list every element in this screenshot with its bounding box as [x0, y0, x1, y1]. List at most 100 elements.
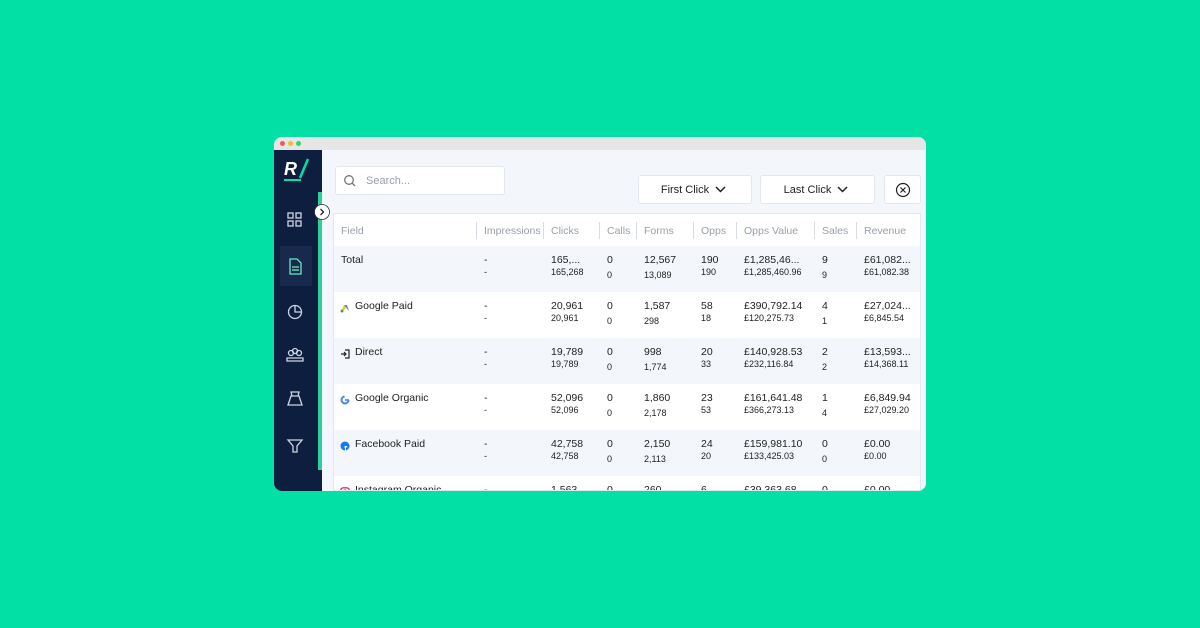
cell-value: 260: [644, 484, 662, 491]
cell-value: -: [484, 254, 488, 266]
cell-subvalue: 20,961: [551, 313, 579, 323]
column-separator: [856, 222, 857, 239]
cell-value: £0.00: [864, 438, 891, 450]
sidebar-toggle[interactable]: [314, 204, 332, 222]
cell-value: 42,758: [551, 438, 584, 450]
cell-subvalue: 4: [822, 408, 828, 418]
table-row: Google Paid - - 20,961 20,961 0 0 1,587 298 58 18 £…: [334, 292, 920, 338]
cell-value: 24: [701, 438, 713, 450]
search-placeholder: Search...: [366, 174, 411, 187]
column-separator: [736, 222, 737, 239]
column-header: Revenue: [864, 225, 907, 237]
cell-subvalue: 0: [607, 270, 613, 280]
max-dot: [296, 141, 301, 146]
cell-subvalue: -: [484, 451, 487, 461]
cell-value: 165,...: [551, 254, 581, 266]
cell-value: 0: [607, 484, 613, 491]
source-icon: [340, 392, 350, 405]
source-icon: [340, 346, 350, 359]
cell-subvalue: 165,268: [551, 267, 584, 277]
cell-value: 1,587: [644, 300, 671, 312]
cell-value: £161,641.48: [744, 392, 803, 404]
cell-subvalue: 2: [822, 362, 828, 372]
cell-subvalue: 33: [701, 359, 712, 369]
nav-icons: [280, 212, 312, 453]
column-header: Field: [341, 225, 364, 237]
column-separator: [599, 222, 600, 239]
table-row: Instagram Organic - 1,563 0 260 6 £39,363.68 0 £…: [334, 476, 920, 491]
clear-button[interactable]: [884, 175, 921, 204]
search-box[interactable]: Search...: [335, 166, 505, 195]
cell-subvalue: £6,845.54: [864, 313, 905, 323]
column-header: Clicks: [551, 225, 579, 237]
filter-label: First Click: [660, 183, 710, 196]
logo: R: [284, 159, 297, 179]
filter-button[interactable]: First Click: [638, 175, 752, 204]
cell-subvalue: 20: [701, 451, 712, 461]
data-table: Field Impressions Clicks Calls Forms Opps Opps…: [333, 213, 921, 491]
cell-value: 0: [607, 254, 613, 266]
cell-subvalue: 53: [701, 405, 712, 415]
column-separator: [636, 222, 637, 239]
cell-subvalue: -: [484, 405, 487, 415]
cell-subvalue: £0.00: [864, 451, 887, 461]
cell-subvalue: 9: [822, 270, 828, 280]
cell-subvalue: -: [484, 359, 487, 369]
column-header: Opps Value: [744, 225, 799, 237]
cell-value: 1: [822, 392, 828, 404]
cell-value: 20,961: [551, 300, 584, 312]
cell-value: 23: [701, 392, 713, 404]
cell-subvalue: 52,096: [551, 405, 579, 415]
cell-subvalue: 0: [822, 454, 828, 464]
cell-value: -: [484, 300, 488, 312]
table-row: Total - - 165,... 165,268 0 0 12,567 13,089 190 19…: [334, 246, 920, 292]
cell-subvalue: 298: [644, 316, 660, 326]
cell-value: £27,024...: [864, 300, 911, 312]
cell-value: 1,860: [644, 392, 671, 404]
cell-subvalue: 0: [607, 362, 613, 372]
source-icon: [340, 300, 350, 313]
column-header: Calls: [607, 225, 631, 237]
cell-subvalue: 1,774: [644, 362, 667, 372]
cell-subvalue: £61,082.38: [864, 267, 910, 277]
cell-value: 12,567: [644, 254, 677, 266]
cell-value: 58: [701, 300, 713, 312]
cell-value: 0: [607, 300, 613, 312]
cell-subvalue: -: [484, 313, 487, 323]
column-header: Opps: [701, 225, 727, 237]
filter-button[interactable]: Last Click: [760, 175, 875, 204]
column-header: Impressions: [484, 225, 541, 237]
min-dot: [288, 141, 293, 146]
cell-value: 0: [822, 438, 828, 450]
cell-value: -: [484, 346, 488, 358]
title-bar: [274, 137, 926, 150]
field-name: Google Organic: [355, 392, 429, 404]
cell-value: 0: [607, 392, 613, 404]
sidebar-icons: R: [280, 158, 322, 470]
cell-value: 998: [644, 346, 662, 358]
cell-subvalue: 2,113: [644, 454, 666, 464]
column-separator: [814, 222, 815, 239]
cell-subvalue: 2,178: [644, 408, 667, 418]
cell-value: £39,363.68: [744, 484, 797, 491]
cell-subvalue: -: [484, 267, 487, 277]
column-separator: [476, 222, 477, 239]
cell-subvalue: £27,029.20: [864, 405, 910, 415]
field-name: Instagram Organic: [355, 484, 442, 491]
cell-value: £61,082...: [864, 254, 911, 266]
cell-value: 190: [701, 254, 719, 266]
column-header: Forms: [644, 225, 674, 237]
field-name: Total: [341, 254, 364, 266]
cell-value: -: [484, 438, 488, 450]
column-separator: [543, 222, 544, 239]
cell-value: 52,096: [551, 392, 584, 404]
cell-value: £1,285,46...: [744, 254, 800, 266]
cell-value: 1,563: [551, 484, 578, 491]
field-name: Direct: [355, 346, 383, 358]
cell-value: 0: [822, 484, 828, 491]
cell-value: 20: [701, 346, 713, 358]
cell-subvalue: 42,758: [551, 451, 579, 461]
cell-value: £6,849.94: [864, 392, 911, 404]
sidebar: R: [274, 150, 322, 491]
